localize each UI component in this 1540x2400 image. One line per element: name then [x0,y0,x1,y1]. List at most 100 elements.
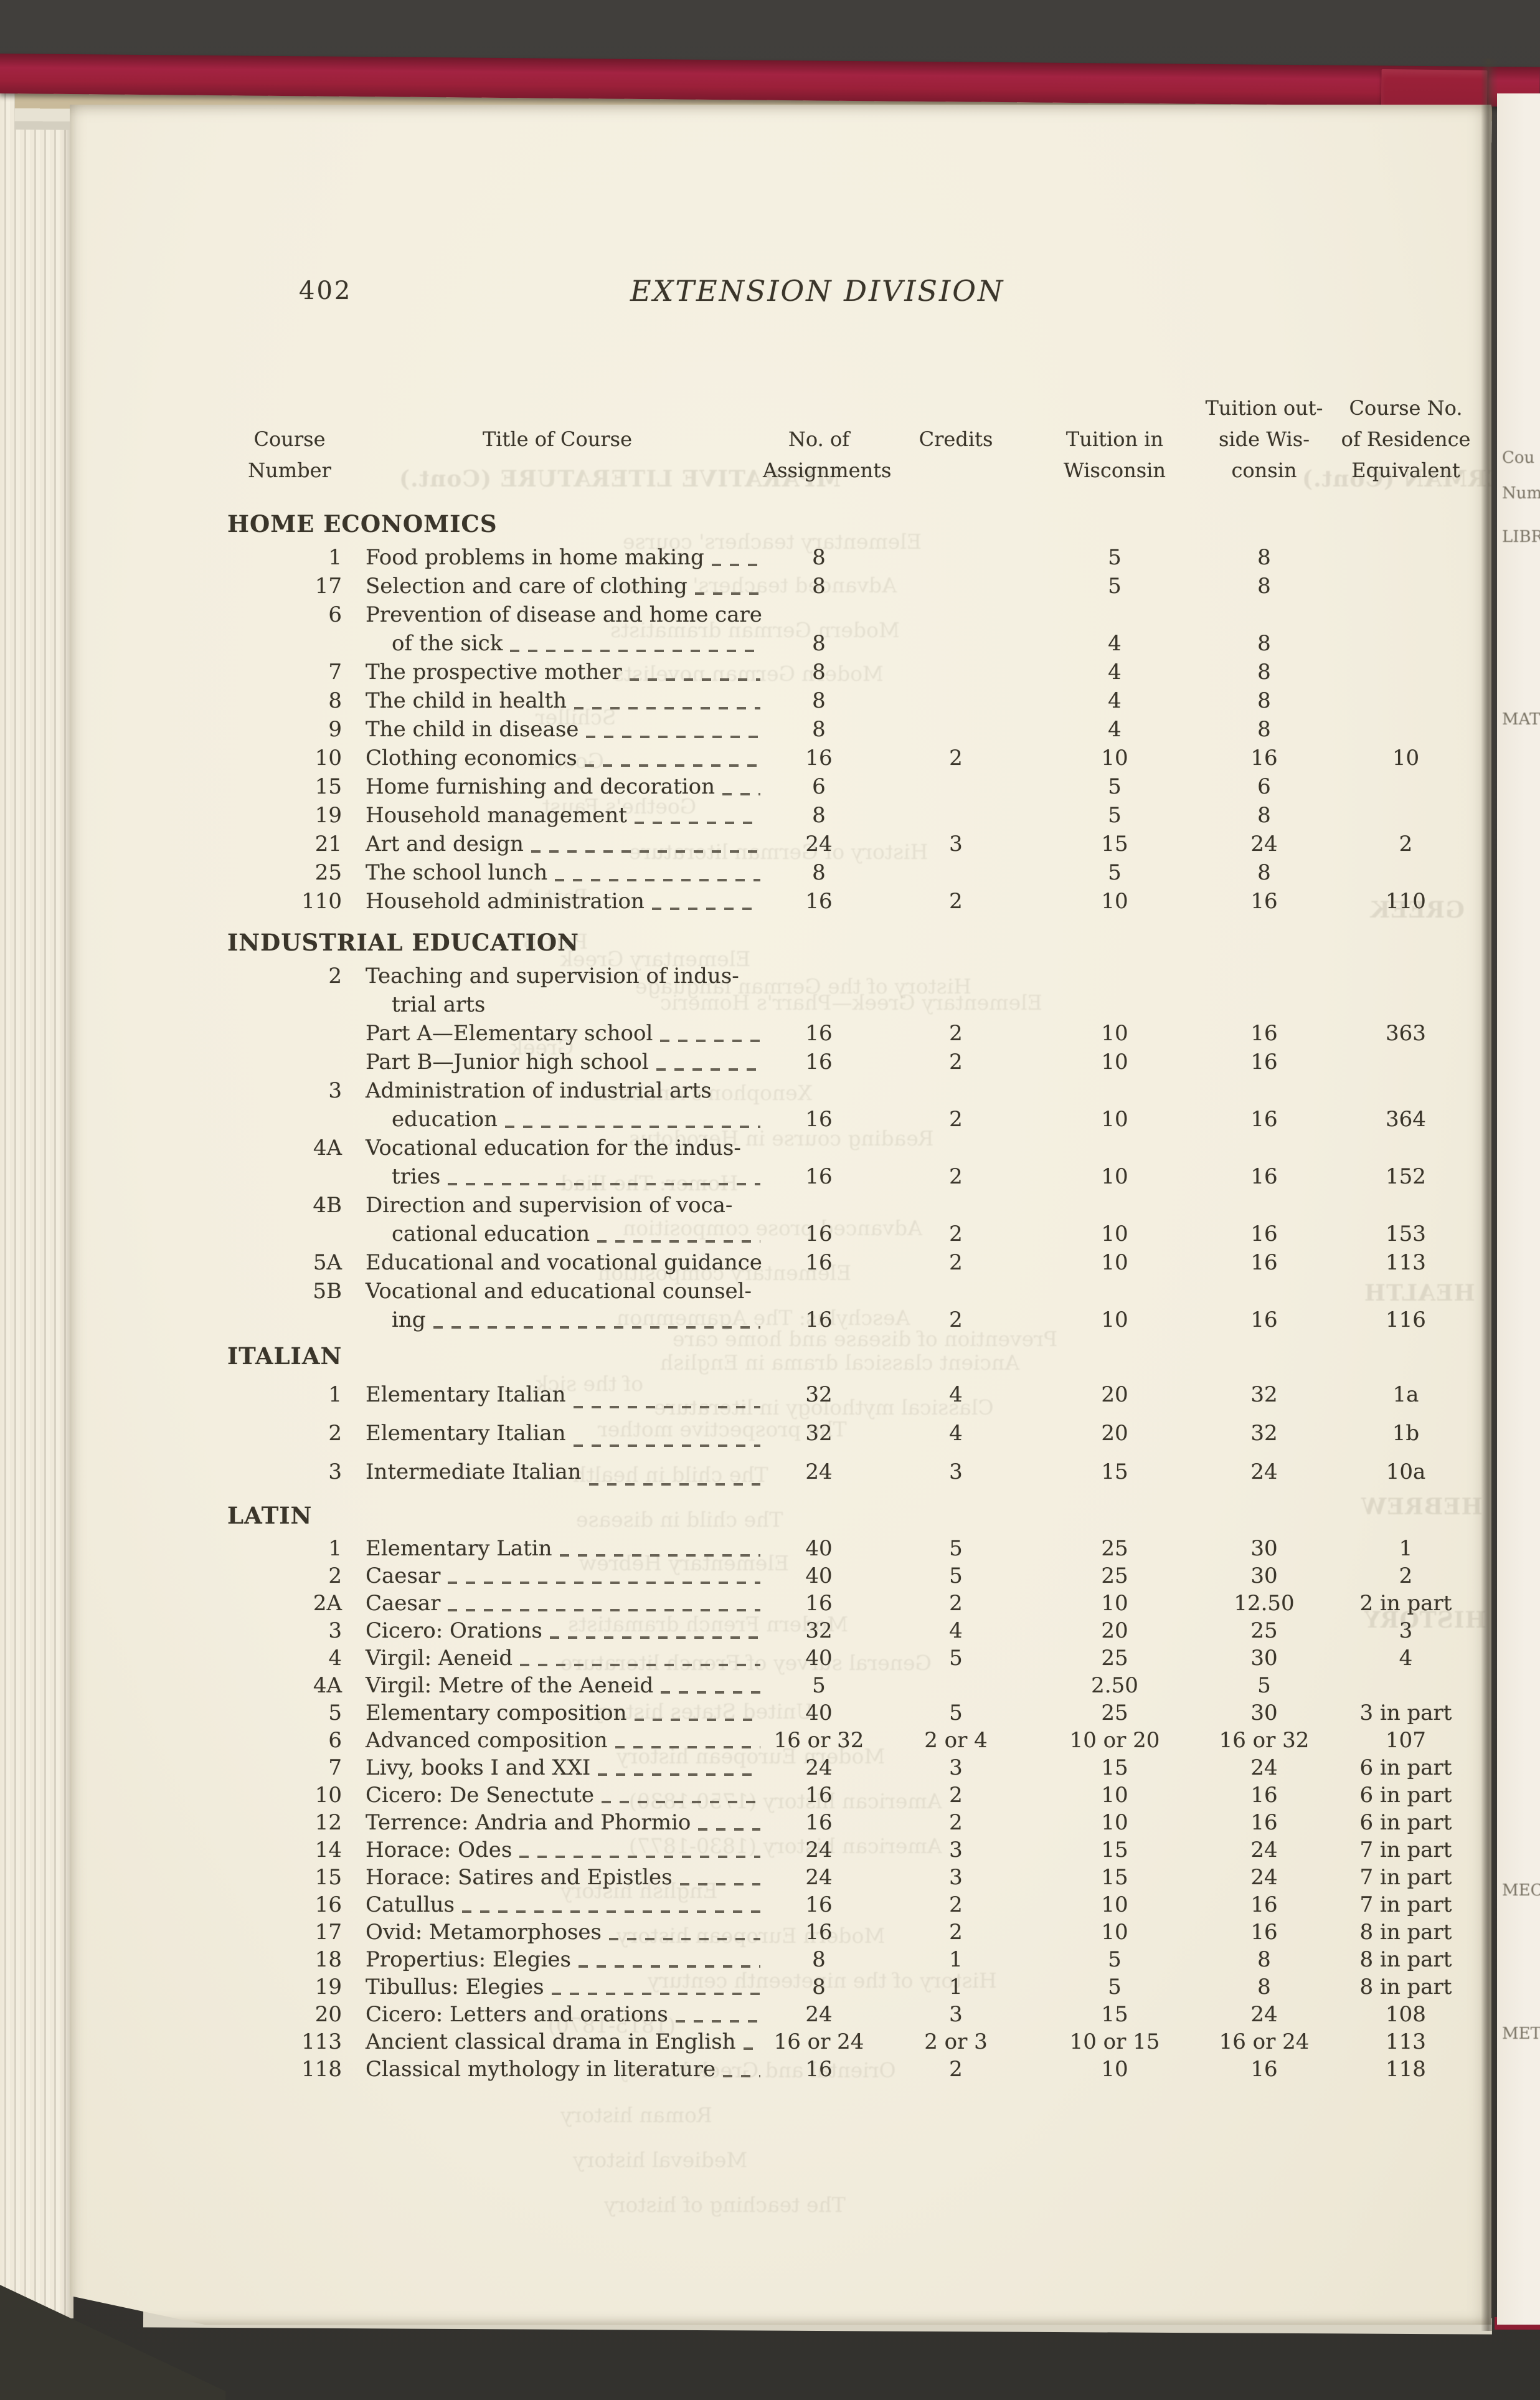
tuition-in-wisconsin-value: 10 [1101,1783,1128,1808]
course-title-line: trial arts [366,990,763,1019]
tuition-in-wisconsin-value: 2.50 [1091,1673,1138,1698]
leader-dashes [711,564,760,566]
leader-dashes [694,592,760,595]
course-title-text: Cicero: Letters and orations [366,2002,668,2027]
header-line [352,455,763,486]
course-title-cell: Direction and supervision of voca-cation… [352,1191,763,1248]
credits-value: 2 [949,1892,963,1917]
table-row: 25 The school lunch 8 5 8 [227,858,1476,887]
section-home-economics: HOME ECONOMICS 1 Food problems in home mak… [227,510,1476,916]
course-title-line: Elementary composition [366,1699,763,1727]
residence-equivalent-value: 152 [1386,1164,1426,1189]
table-row: 19 Household management 8 5 8 [227,801,1476,830]
course-title-line: Clothing economics [366,744,763,772]
course-title-cell: The school lunch [352,858,763,887]
tuition-outside-wisconsin-value: 24 [1250,1865,1278,1890]
course-title-cell: Livy, books I and XXI [352,1754,763,1781]
table-row: 15 Home furnishing and decoration 6 5 6 [227,772,1476,801]
table-row: 4A Vocational education for the indus-tri… [227,1134,1476,1191]
residence-equivalent-value: 10 [1392,746,1420,771]
tuition-in-wisconsin-value: 15 [1101,2002,1128,2027]
tuition-in-wisconsin-value: 4 [1108,660,1122,685]
section-latin: LATIN 1 Elementary Latin 40 5 25 30 1 2 Caesar 40 5… [227,1501,1476,2083]
credits-value: 2 [949,1050,963,1074]
tuition-in-wisconsin-value: 10 [1101,1221,1128,1246]
tuition-in-wisconsin-value: 4 [1108,688,1122,713]
course-title-line: Cicero: Orations [366,1617,763,1644]
course-title-text: Elementary Italian [366,1421,566,1446]
course-title-line: Food problems in home making [366,543,763,572]
credits-value: 4 [949,1618,963,1643]
table-body: HOME ECONOMICS 1 Food problems in home mak… [227,510,1476,2083]
assignments-value: 16 [805,1221,833,1246]
course-title-cell: Educational and vocational guidance [352,1248,763,1277]
residence-equivalent-value: 7 in part [1359,1892,1452,1917]
book-page: GERMAN (Cont.) MPARATIVE LITERATURE (Cont… [70,105,1491,2325]
course-title-text: Cicero: De Senectute [366,1783,595,1808]
leader-dashes [608,1938,760,1940]
course-title-cell: Caesar [352,1590,763,1617]
residence-equivalent-value: 363 [1386,1021,1426,1046]
table-row: 4A Virgil: Metre of the Aeneid 5 2.50 5 [227,1672,1476,1699]
assignments-value: 16 [805,1164,833,1189]
leader-dashes [651,908,760,910]
assignments-value: 16 [805,1107,833,1132]
tuition-outside-wisconsin-value: 24 [1250,1755,1278,1780]
course-title-line: Art and design [366,830,763,858]
table-row: 2 Teaching and supervision of indus-trial… [227,962,1476,1019]
course-title-text: Terrence: Andria and Phormio [366,1810,691,1835]
header-line [352,392,763,424]
table-row: 5 Elementary composition 40 5 25 30 3 in part [227,1699,1476,1727]
tuition-outside-wisconsin-value: 30 [1250,1563,1278,1588]
tuition-in-wisconsin-value: 5 [1108,860,1122,885]
course-title-line: Classical mythology in literature [366,2056,763,2083]
table-row: 2A Caesar 16 2 10 12.50 2 in part [227,1590,1476,1617]
course-title-cell: Vocational and educational counsel-ing [352,1277,763,1334]
course-number-cell: 113 [301,2029,342,2054]
course-title-line: education [366,1105,763,1134]
assignments-value: 8 [812,574,826,599]
table-row: 4 Virgil: Aeneid 40 5 25 30 4 [227,1644,1476,1672]
tuition-in-wisconsin-value: 15 [1101,1459,1128,1484]
leader-dashes [549,1636,760,1639]
credits-value: 1 [949,1947,963,1972]
assignments-value: 40 [805,1646,833,1671]
credits-value: 2 [949,1250,963,1275]
course-number-cell: 3 [328,1618,342,1643]
course-number-cell: 19 [314,803,342,828]
course-number-cell: 4B [313,1193,342,1218]
table-header: Course Number Title of Course No. of Assignm… [227,392,1476,486]
course-title-cell: Elementary Italian [352,1375,763,1414]
course-title-text: of the sick [392,631,503,656]
assignments-value: 16 [805,746,833,771]
leader-dashes [602,1801,760,1803]
tuition-outside-wisconsin-value: 16 [1250,1164,1278,1189]
course-number-cell: 2 [328,1421,342,1446]
tuition-outside-wisconsin-value: 8 [1257,860,1271,885]
tuition-outside-wisconsin-value: 16 [1250,1021,1278,1046]
tuition-in-wisconsin-value: 5 [1108,774,1122,799]
course-number-cell: 17 [314,1920,342,1945]
course-title-text: The child in disease [366,717,579,742]
tuition-in-wisconsin-value: 10 [1101,1250,1128,1275]
header-line: Tuition out- [1205,396,1323,420]
course-title-line: Educational and vocational guidance [366,1248,763,1277]
credits-value: 3 [949,832,963,856]
table-row: Part A—Elementary school 16 2 10 16 363 [227,1019,1476,1048]
leader-dashes [656,1068,760,1071]
tuition-in-wisconsin-value: 25 [1101,1536,1128,1561]
assignments-value: 16 [805,1892,833,1917]
assignments-value: 8 [812,688,826,713]
course-title-cell: Household management [352,801,763,830]
table-row: 16 Catullus 16 2 10 16 7 in part [227,1891,1476,1919]
tuition-outside-wisconsin-value: 16 [1250,1050,1278,1074]
tuition-outside-wisconsin-value: 16 [1250,889,1278,914]
assignments-value: 8 [812,1947,826,1972]
tuition-in-wisconsin-value: 10 [1101,1810,1128,1835]
credits-value: 3 [949,1865,963,1890]
course-title-cell: Prevention of disease and home care of th… [352,600,763,658]
page-edge-shadow [1481,59,1498,2331]
course-title-line: Part A—Elementary school [366,1019,763,1048]
residence-equivalent-value: 1b [1392,1421,1420,1446]
table-row: 9 The child in disease 8 4 8 [227,715,1476,744]
